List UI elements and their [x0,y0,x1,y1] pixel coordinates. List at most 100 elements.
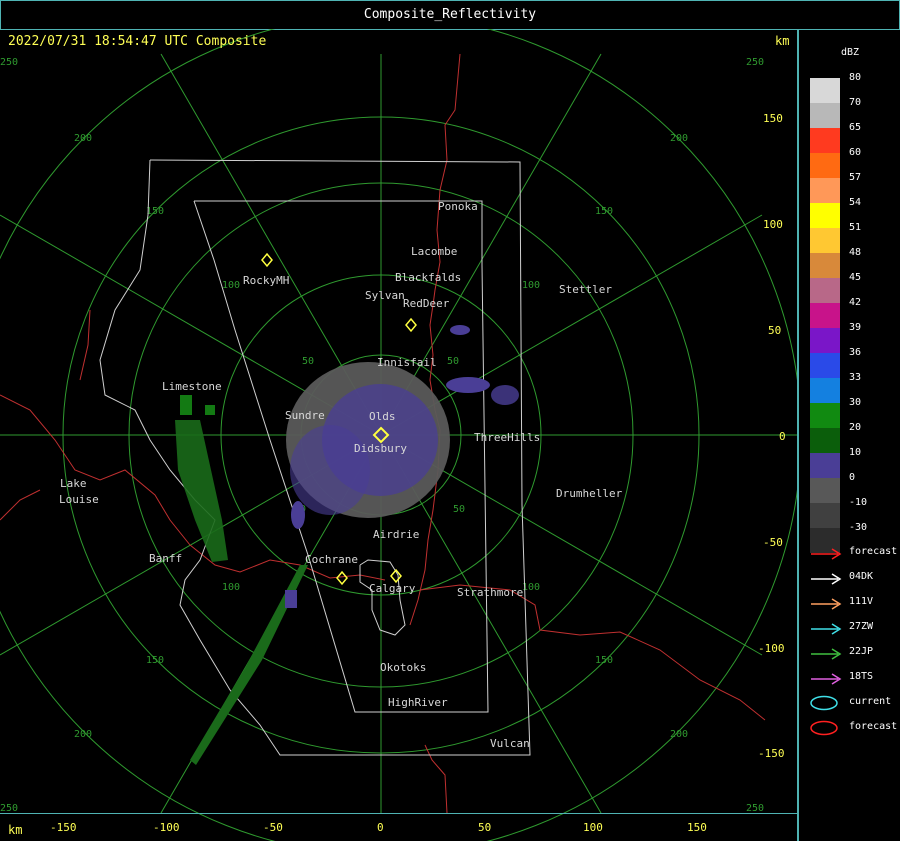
city-labels: Ponoka Lacombe Blackfalds RockyMH Sylvan… [59,200,623,750]
unit-label-top: km [775,34,790,48]
x-tick-label: 50 [478,821,491,834]
legend-panel: dBZ 80 70 65 60 57 54 51 48 45 42 39 36 33 30 20 10 0 -10… [798,29,900,841]
y-tick-label: 0 [779,430,786,443]
legend-swatch [810,178,840,203]
storm-cell-icons [261,252,417,586]
city-label: Banff [149,552,182,565]
legend-value: -30 [849,522,868,533]
legend-value: 65 [849,122,862,133]
svg-text:50: 50 [302,356,314,367]
city-label: Stettler [559,283,612,296]
city-label: Vulcan [490,737,530,750]
svg-text:50: 50 [453,504,465,515]
city-label: Blackfalds [395,271,461,284]
city-label: RockyMH [243,274,289,287]
axis-tick-labels: -150 -100 -50 0 50 100 150 150 100 50 0 -50 -1… [50,112,786,834]
svg-text:100: 100 [222,582,240,593]
legend-value: 45 [849,272,862,283]
legend-value: 42 [849,297,862,308]
legend-swatch [810,153,840,178]
legend-title: dBZ [841,47,860,58]
svg-text:100: 100 [222,280,240,291]
cell-label: current [849,696,892,707]
city-label: Sylvan [365,289,405,302]
x-tick-label: 150 [687,821,707,834]
svg-text:150: 150 [595,655,613,666]
svg-text:150: 150 [146,655,164,666]
x-tick-label: -100 [153,821,180,834]
city-label: Olds [369,410,396,423]
y-tick-label: -100 [758,642,785,655]
legend-swatch [810,378,840,403]
svg-text:150: 150 [146,206,164,217]
svg-text:150: 150 [595,206,613,217]
city-label: Ponoka [438,200,478,213]
city-label: Sundre [285,409,325,422]
track-arrow-icon [810,546,842,560]
legend-value: 54 [849,197,862,208]
legend-swatch [810,528,840,553]
legend-swatch [810,278,840,303]
x-tick-label: 0 [377,821,384,834]
svg-text:200: 200 [670,133,688,144]
svg-text:250: 250 [0,57,18,68]
x-tick-label: -150 [50,821,77,834]
legend-value: 48 [849,247,862,258]
legend-value: 30 [849,397,862,408]
x-tick-label: -50 [263,821,283,834]
legend-swatch [810,503,840,528]
boundary-lines [0,53,766,814]
legend-value: 57 [849,172,862,183]
legend-value: 70 [849,97,862,108]
legend-swatch [810,403,840,428]
svg-text:250: 250 [0,803,18,814]
y-tick-label: 100 [763,218,783,231]
legend-value: -10 [849,497,868,508]
legend-value: 36 [849,347,862,358]
legend-swatch [810,128,840,153]
track-arrow-icon [810,621,842,635]
track-arrow-icon [810,596,842,610]
track-label: 18TS [849,671,874,682]
legend-value: 80 [849,72,862,83]
cell-label: forecast [849,721,898,732]
city-label: Didsbury [354,442,407,455]
radar-map[interactable]: 50 50 50 50 100 100 100 100 150 150 150 150 20… [0,29,798,841]
legend-swatch [810,353,840,378]
legend-swatch [810,328,840,353]
legend-value: 10 [849,447,862,458]
legend-value: 20 [849,422,862,433]
legend-swatch [810,228,840,253]
y-tick-label: -50 [763,536,783,549]
cell-ellipse-icon [809,720,841,736]
city-label: Okotoks [380,661,426,674]
city-label: Lake [60,477,87,490]
track-label: 27ZW [849,621,874,632]
legend-swatch [810,478,840,503]
axis-rule [0,813,797,814]
svg-text:200: 200 [670,729,688,740]
legend-swatch [810,303,840,328]
title-bar: Composite_Reflectivity [0,0,900,30]
track-label: 22JP [849,646,874,657]
precip-echo [175,325,519,765]
city-label: ThreeHills [474,431,540,444]
legend-value: 51 [849,222,862,233]
legend-swatch [810,203,840,228]
city-label: Strathmore [457,586,523,599]
legend-value: 39 [849,322,862,333]
city-label: Cochrane [305,553,358,566]
city-label: HighRiver [388,696,448,709]
city-label: Lacombe [411,245,457,258]
city-label: Limestone [162,380,222,393]
legend-swatch [810,78,840,103]
city-label: Calgary [369,582,416,595]
track-arrow-icon [810,671,842,685]
y-tick-label: 150 [763,112,783,125]
legend-swatch [810,453,840,478]
legend-value: 60 [849,147,862,158]
svg-text:200: 200 [74,729,92,740]
svg-text:100: 100 [522,280,540,291]
track-label: 111V [849,596,874,607]
